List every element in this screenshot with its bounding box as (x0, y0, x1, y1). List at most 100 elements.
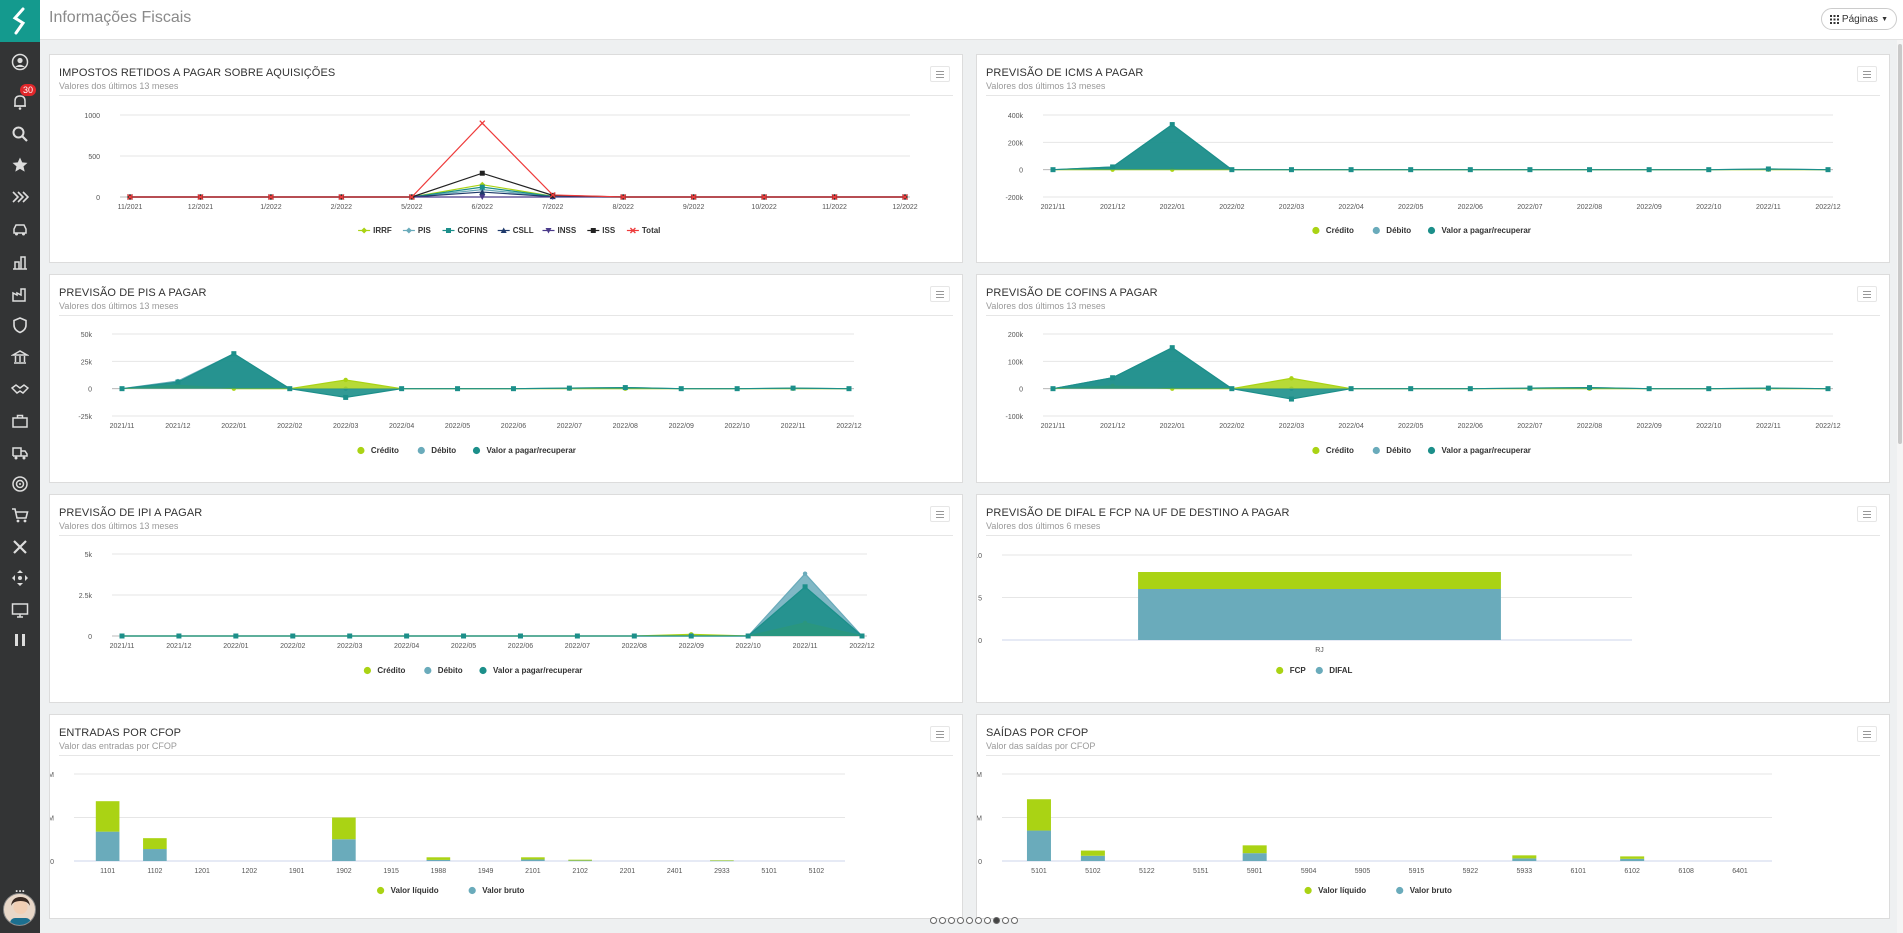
chart-menu-button[interactable] (930, 286, 950, 302)
bar-segment[interactable] (143, 838, 167, 850)
data-point[interactable] (1229, 386, 1235, 392)
data-point[interactable] (176, 633, 182, 639)
data-point[interactable] (790, 385, 796, 391)
data-point[interactable] (510, 386, 516, 392)
sidebar-target-button[interactable] (8, 472, 32, 496)
page-dot[interactable] (939, 917, 946, 924)
data-point[interactable] (479, 194, 486, 201)
chart-menu-button[interactable] (930, 506, 950, 522)
bar-segment[interactable] (1512, 855, 1537, 859)
bar-segment[interactable] (1026, 799, 1051, 831)
data-point[interactable] (688, 633, 694, 639)
data-point[interactable] (1169, 122, 1175, 128)
page-dot[interactable] (993, 917, 1000, 924)
data-point[interactable] (566, 385, 572, 391)
data-point[interactable] (1169, 345, 1175, 351)
legend-item-valor-bruto[interactable]: Valor bruto (468, 886, 525, 895)
chart-menu-button[interactable] (930, 66, 950, 82)
sidebar-building-button[interactable] (8, 250, 32, 274)
legend-item-cr-dito[interactable]: Crédito (1312, 446, 1354, 455)
sidebar-bank-button[interactable] (8, 345, 32, 369)
data-point[interactable] (1288, 396, 1294, 402)
bar-segment[interactable] (95, 801, 120, 832)
data-point[interactable] (119, 633, 125, 639)
legend-item-cr-dito[interactable]: Crédito (363, 666, 406, 675)
page-dot[interactable] (957, 917, 964, 924)
page-dot[interactable] (930, 917, 937, 924)
sidebar-factory-button[interactable] (8, 282, 32, 306)
page-dot[interactable] (984, 917, 991, 924)
data-point[interactable] (1706, 386, 1712, 392)
data-point[interactable] (620, 194, 627, 200)
data-point[interactable] (1288, 167, 1294, 173)
bar-segment[interactable] (710, 860, 734, 862)
page-dot[interactable] (966, 917, 973, 924)
bar-segment[interactable] (426, 859, 451, 861)
legend-item-inss[interactable]: INSS (542, 226, 577, 235)
bar-segment[interactable] (426, 857, 451, 860)
chart-menu-button[interactable] (1857, 726, 1877, 742)
sidebar-cart-button[interactable] (8, 503, 32, 527)
bar-segment[interactable] (1138, 572, 1501, 589)
legend-item-fcp[interactable]: FCP (1276, 666, 1306, 675)
bar-segment[interactable] (568, 860, 592, 862)
bar-segment[interactable] (332, 817, 356, 840)
data-point[interactable] (479, 120, 486, 127)
data-point[interactable] (479, 170, 485, 176)
data-point[interactable] (404, 633, 410, 639)
legend-item-valor-a-pagar-recuperar[interactable]: Valor a pagar/recuperar (472, 446, 576, 455)
data-point[interactable] (761, 194, 768, 200)
bar-segment[interactable] (332, 839, 356, 861)
sidebar-pause-button[interactable] (8, 628, 32, 652)
data-point[interactable] (231, 351, 237, 357)
sidebar-cross-arrows-button[interactable] (8, 566, 32, 590)
data-point[interactable] (859, 633, 865, 639)
data-point[interactable] (802, 584, 808, 590)
data-point[interactable] (846, 386, 852, 392)
data-point[interactable] (1110, 164, 1116, 170)
bar-segment[interactable] (1620, 858, 1645, 861)
data-point[interactable] (479, 189, 486, 195)
page-dot[interactable] (1002, 917, 1009, 924)
data-point[interactable] (461, 633, 467, 639)
data-point[interactable] (690, 194, 697, 200)
data-point[interactable] (1825, 386, 1831, 392)
data-point[interactable] (455, 386, 461, 392)
legend-item-valor-l-quido[interactable]: Valor líquido (377, 886, 439, 895)
bar-segment[interactable] (521, 859, 545, 861)
data-point[interactable] (1646, 167, 1652, 173)
data-point[interactable] (119, 386, 125, 392)
bar-segment[interactable] (1242, 845, 1267, 854)
data-point[interactable] (678, 386, 684, 392)
data-point[interactable] (1050, 167, 1056, 173)
data-point[interactable] (1825, 167, 1831, 173)
legend-item-cr-dito[interactable]: Crédito (1312, 226, 1354, 235)
scrollbar[interactable] (1897, 40, 1903, 933)
sidebar-monitor-button[interactable] (8, 598, 32, 622)
data-point[interactable] (1110, 375, 1116, 381)
legend-item-total[interactable]: Total (626, 226, 661, 235)
bar-segment[interactable] (568, 859, 592, 861)
data-point[interactable] (1408, 167, 1414, 173)
data-point[interactable] (127, 194, 133, 200)
sidebar-handshake-button[interactable] (8, 377, 32, 401)
sidebar-search-button[interactable] (8, 122, 32, 146)
page-dot[interactable] (1011, 917, 1018, 924)
bar-segment[interactable] (521, 857, 545, 860)
data-point[interactable] (1527, 385, 1533, 391)
data-point[interactable] (1527, 167, 1533, 173)
legend-item-cr-dito[interactable]: Crédito (357, 446, 399, 455)
legend-item-csll[interactable]: CSLL (497, 226, 534, 235)
data-point[interactable] (399, 386, 405, 392)
sidebar-x-button[interactable] (8, 535, 32, 559)
data-point[interactable] (1467, 386, 1473, 392)
more-menu-button[interactable]: ... (14, 881, 25, 895)
data-point[interactable] (233, 633, 239, 639)
legend-item-valor-bruto[interactable]: Valor bruto (1396, 886, 1452, 895)
data-point[interactable] (1348, 167, 1354, 173)
data-point[interactable] (745, 633, 751, 639)
bar-segment[interactable] (1080, 855, 1105, 861)
legend-item-d-bito[interactable]: Débito (1372, 446, 1412, 455)
data-point[interactable] (622, 385, 628, 391)
data-point[interactable] (338, 194, 345, 200)
